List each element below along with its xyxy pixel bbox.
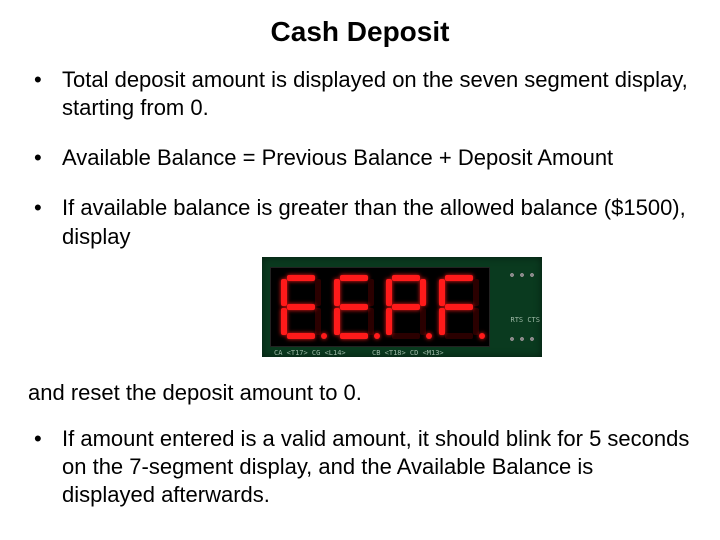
segment-a bbox=[340, 275, 368, 281]
segment-e bbox=[439, 308, 445, 335]
segment-d bbox=[445, 333, 473, 339]
page-title: Cash Deposit bbox=[28, 16, 692, 48]
bullet-item: Available Balance = Previous Balance + D… bbox=[28, 144, 692, 172]
segment-c bbox=[420, 308, 426, 335]
pcb-silkscreen-text: CA <T17> CG <L14> bbox=[274, 350, 346, 358]
decimal-point bbox=[479, 333, 485, 339]
segment-f bbox=[439, 279, 445, 306]
slide: Cash Deposit Total deposit amount is dis… bbox=[0, 0, 720, 540]
segment-b bbox=[473, 279, 479, 306]
seven-segment-window bbox=[270, 267, 490, 347]
bullet-list: Total deposit amount is displayed on the… bbox=[28, 66, 692, 357]
segment-f bbox=[386, 279, 392, 306]
seven-segment-digit bbox=[439, 275, 479, 339]
bullet-text: Available Balance = Previous Balance + D… bbox=[62, 145, 613, 170]
seven-segment-digit bbox=[334, 275, 374, 339]
segment-g bbox=[392, 304, 420, 310]
bullet-list: If amount entered is a valid amount, it … bbox=[28, 425, 692, 509]
segment-a bbox=[287, 275, 315, 281]
segment-e bbox=[281, 308, 287, 335]
segment-c bbox=[473, 308, 479, 335]
pcb-board: CA <T17> CG <L14> CB <T18> CD <M13> RTS … bbox=[262, 257, 542, 357]
bullet-text: Total deposit amount is displayed on the… bbox=[62, 67, 688, 120]
segment-d bbox=[287, 333, 315, 339]
segment-e bbox=[334, 308, 340, 335]
segment-f bbox=[334, 279, 340, 306]
decimal-point bbox=[374, 333, 380, 339]
segment-c bbox=[368, 308, 374, 335]
continuation-text: and reset the deposit amount to 0. bbox=[28, 379, 692, 407]
segment-a bbox=[392, 275, 420, 281]
segment-d bbox=[340, 333, 368, 339]
decimal-point bbox=[426, 333, 432, 339]
bullet-text: If available balance is greater than the… bbox=[62, 195, 686, 248]
segment-e bbox=[386, 308, 392, 335]
pcb-silkscreen-text: RTS CTS bbox=[510, 317, 540, 325]
seven-segment-photo: CA <T17> CG <L14> CB <T18> CD <M13> RTS … bbox=[262, 257, 692, 357]
segment-c bbox=[315, 308, 321, 335]
segment-d bbox=[392, 333, 420, 339]
pcb-silkscreen-text: CB <T18> CD <M13> bbox=[372, 350, 444, 358]
segment-g bbox=[340, 304, 368, 310]
seven-segment-digit bbox=[281, 275, 321, 339]
segment-g bbox=[287, 304, 315, 310]
segment-a bbox=[445, 275, 473, 281]
segment-b bbox=[420, 279, 426, 306]
seven-segment-digit bbox=[386, 275, 426, 339]
decimal-point bbox=[321, 333, 327, 339]
segment-b bbox=[368, 279, 374, 306]
bullet-item: Total deposit amount is displayed on the… bbox=[28, 66, 692, 122]
bullet-item: If amount entered is a valid amount, it … bbox=[28, 425, 692, 509]
segment-f bbox=[281, 279, 287, 306]
segment-b bbox=[315, 279, 321, 306]
segment-g bbox=[445, 304, 473, 310]
bullet-item: If available balance is greater than the… bbox=[28, 194, 692, 356]
bullet-text: If amount entered is a valid amount, it … bbox=[62, 426, 689, 507]
